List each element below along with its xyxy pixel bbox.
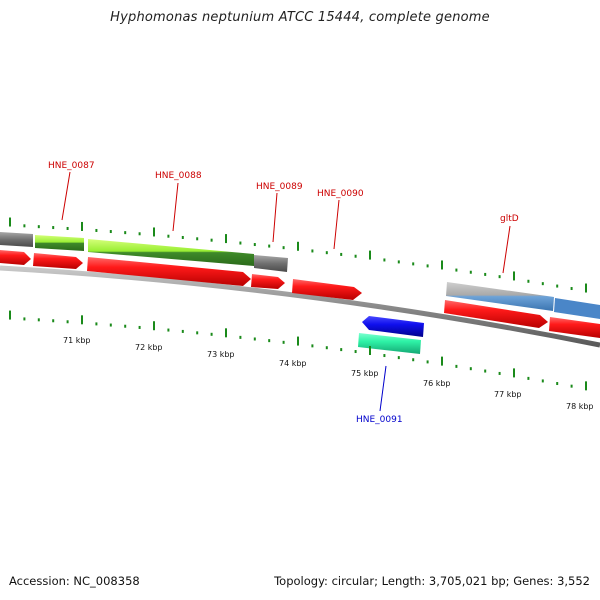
gene-label-callouts: HNE_0087 HNE_0088 HNE_0089 HNE_0090 gltD…	[48, 161, 519, 425]
kbp-label-71: 71 kbp	[63, 336, 91, 345]
cog-feature-gltd[interactable]	[446, 282, 554, 311]
gene-label-hne-0089[interactable]: HNE_0089	[256, 182, 303, 192]
leader-line-hne-0087	[61, 171, 71, 221]
rna-feature-hne-0091[interactable]	[358, 333, 421, 354]
leader-line-hne-0091	[379, 365, 387, 412]
gene-label-hne-0091[interactable]: HNE_0091	[356, 415, 403, 425]
genome-backbone	[0, 265, 600, 348]
cds-arrow-hne-0087[interactable]	[33, 253, 83, 269]
forward-tick-row	[9, 217, 587, 293]
cds-track	[0, 250, 600, 338]
accession-text: Accession: NC_008358	[9, 574, 140, 588]
gene-label-hne-0090[interactable]: HNE_0090	[317, 189, 364, 199]
cds-arrow-hne-0089[interactable]	[251, 274, 285, 289]
gene-label-hne-0087[interactable]: HNE_0087	[48, 161, 95, 171]
cog-feature-hne-0088[interactable]	[88, 239, 254, 266]
gene-label-hne-0088[interactable]: HNE_0088	[155, 171, 202, 181]
leader-line-hne-0090	[333, 199, 340, 250]
cog-feature-grey-1[interactable]	[0, 232, 33, 247]
gene-label-gltd[interactable]: gltD	[500, 214, 519, 224]
leader-line-hne-0088	[172, 182, 179, 232]
kbp-label-78: 78 kbp	[566, 402, 594, 411]
cog-feature-hne-0087[interactable]	[35, 235, 84, 251]
genome-summary-text: Topology: circular; Length: 3,705,021 bp…	[274, 574, 590, 588]
cds-arrow-gltd[interactable]	[444, 300, 548, 328]
cog-feature-hne-0089[interactable]	[254, 255, 288, 272]
leader-line-hne-0089	[272, 192, 278, 243]
cog-feature-blue-2[interactable]	[554, 298, 600, 319]
cds-arrow-hne-0088[interactable]	[87, 257, 251, 286]
cds-arrow-2[interactable]	[549, 317, 600, 338]
reverse-tick-row	[9, 310, 587, 391]
cog-track	[0, 232, 600, 319]
kbp-label-77: 77 kbp	[494, 390, 522, 399]
map-title: Hyphomonas neptunium ATCC 15444, complet…	[110, 10, 490, 25]
kbp-label-76: 76 kbp	[423, 379, 451, 388]
kbp-label-74: 74 kbp	[279, 359, 307, 368]
kbp-scale: 71 kbp 72 kbp 73 kbp 74 kbp 75 kbp 76 kb…	[63, 336, 594, 411]
leader-line-gltd	[502, 225, 511, 274]
kbp-label-72: 72 kbp	[135, 343, 163, 352]
kbp-label-73: 73 kbp	[207, 350, 235, 359]
kbp-label-75: 75 kbp	[351, 369, 379, 378]
cds-arrow-hne-0090[interactable]	[292, 279, 362, 300]
cds-arrow-hne-0091[interactable]	[362, 316, 424, 337]
cds-arrow-1[interactable]	[0, 250, 31, 265]
